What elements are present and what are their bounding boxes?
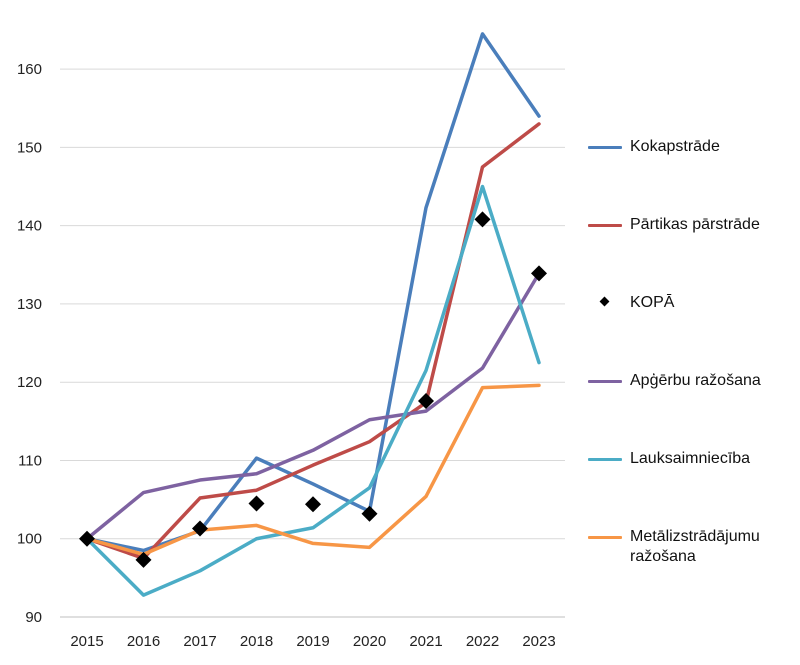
legend-swatch: [588, 215, 622, 235]
gridlines: [60, 68, 565, 618]
marker-point: [79, 530, 95, 547]
marker-point: [305, 496, 321, 513]
legend-label: Kokapstrāde: [630, 138, 720, 155]
legend-item-kopa: KOPĀ: [588, 293, 674, 313]
series-line: [85, 32, 541, 553]
x-tick-label: 2015: [70, 633, 103, 650]
legend-label: KOPĀ: [630, 294, 675, 311]
x-tick-label: 2022: [466, 633, 499, 650]
legend-label: Pārtikas pārstrāde: [630, 216, 760, 233]
x-tick-label: 2019: [296, 633, 329, 650]
x-axis-ticks: 2015 2016 2017 2018 2019 2020 2021 2022 2023: [70, 633, 555, 650]
legend-swatch: [588, 449, 622, 469]
y-axis-ticks: 90 100 110 120 130 140 150 160: [17, 61, 42, 626]
legend-item-kokapstrade: Kokapstrāde: [588, 137, 720, 157]
marker-point: [531, 265, 547, 282]
line-chart: 90 100 110 120 130 140 150 160 2015 2016 2017 2018…: [17, 32, 565, 650]
legend-label: Metālizstrādājumu ražošana: [630, 528, 760, 565]
marker-point: [135, 551, 152, 568]
series-line: [85, 122, 541, 561]
legend-item-metalizstradajumu-razosana: Metālizstrādājumu ražošana: [588, 527, 790, 567]
marker-point: [361, 505, 378, 522]
x-tick-label: 2018: [240, 633, 273, 650]
y-tick-label: 150: [17, 139, 42, 156]
x-tick-label: 2016: [127, 633, 160, 650]
y-tick-label: 110: [18, 452, 42, 469]
legend-swatch: [588, 371, 622, 391]
y-tick-label: 130: [17, 296, 42, 313]
legend-label: Lauksaimniecība: [630, 450, 751, 467]
x-tick-label: 2017: [183, 633, 216, 650]
series-line: [85, 184, 541, 597]
marker-point: [418, 392, 434, 409]
legend-item-lauksaimnieciba: Lauksaimniecība: [588, 449, 750, 469]
series-group: [79, 32, 547, 597]
y-tick-label: 120: [17, 374, 42, 391]
series-line: [85, 383, 541, 557]
legend-swatch: [588, 293, 622, 313]
y-tick-label: 160: [17, 61, 42, 78]
marker-point: [192, 520, 208, 537]
y-tick-label: 90: [25, 609, 42, 626]
legend-label: Apģērbu ražošana: [630, 372, 761, 389]
legend-swatch: [588, 137, 622, 157]
series-line: [85, 271, 541, 541]
x-tick-label: 2021: [409, 633, 442, 650]
marker-point: [474, 211, 491, 228]
legend-item-apgerbu-razosana: Apģērbu ražošana: [588, 371, 761, 391]
y-tick-label: 100: [17, 531, 42, 548]
y-tick-label: 140: [17, 218, 42, 235]
legend-item-partikas-parstrade: Pārtikas pārstrāde: [588, 215, 760, 235]
x-tick-label: 2020: [353, 633, 386, 650]
marker-point: [248, 495, 265, 512]
x-tick-label: 2023: [522, 633, 555, 650]
legend-swatch: [588, 527, 622, 547]
